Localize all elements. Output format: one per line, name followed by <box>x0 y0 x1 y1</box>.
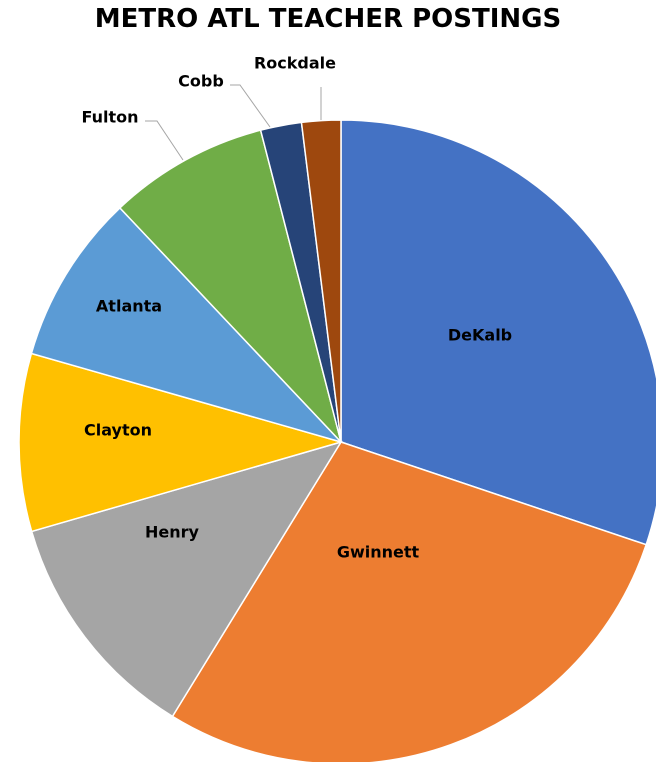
label-fulton: Fulton <box>81 108 138 127</box>
slice-dekalb <box>340 119 656 546</box>
label-cobb: Cobb <box>178 72 224 91</box>
label-gwinnett: Gwinnett <box>337 543 420 562</box>
leader-lines <box>145 84 322 161</box>
leader-line-fulton <box>145 120 184 161</box>
slice-rockdale <box>300 119 342 443</box>
label-dekalb: DeKalb <box>448 326 512 345</box>
slice-fulton <box>118 129 342 443</box>
label-henry: Henry <box>145 523 200 542</box>
label-atlanta: Atlanta <box>96 297 162 316</box>
leader-line-cobb <box>230 84 271 128</box>
label-rockdale: Rockdale <box>254 54 336 73</box>
slice-clayton <box>18 352 344 533</box>
chart-title: METRO ATL TEACHER POSTINGS <box>94 4 562 34</box>
label-clayton: Clayton <box>84 421 152 440</box>
slice-atlanta <box>30 206 344 444</box>
pie-slices <box>18 119 656 762</box>
slice-henry <box>30 440 343 718</box>
slice-gwinnett <box>171 441 648 762</box>
slice-labels: DeKalb Gwinnett Henry Clayton Atlanta Fulton C… <box>81 54 512 562</box>
